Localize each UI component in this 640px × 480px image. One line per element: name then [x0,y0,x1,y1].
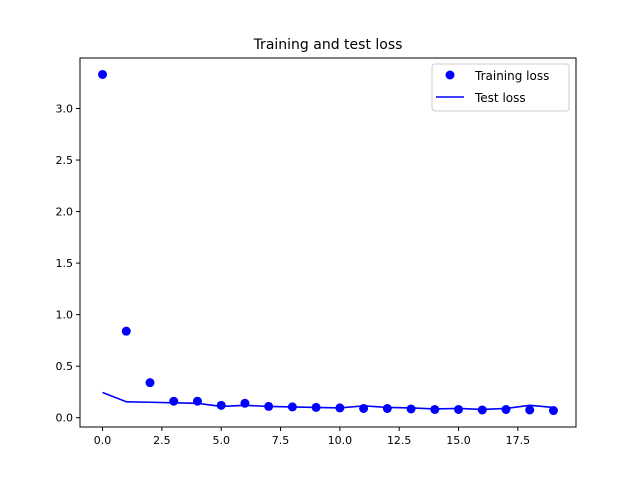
y-tick-label: 0.5 [56,360,74,373]
data-point-training-loss [525,405,535,415]
y-tick-label: 1.0 [56,309,74,322]
series-line-test-loss [102,391,554,411]
x-tick-label: 5.0 [212,434,230,447]
x-tick-label: 10.0 [328,434,353,447]
y-tick-label: 2.5 [56,154,74,167]
x-tick-label: 0.0 [94,434,112,447]
legend: Training loss Test loss [431,63,570,112]
y-tick-label: 2.0 [56,206,74,219]
x-tick-label: 12.5 [387,434,412,447]
data-point-training-loss [548,406,558,416]
legend-marker-training-loss [445,70,455,80]
data-point-training-loss [169,396,179,406]
data-point-training-loss [98,69,108,79]
data-point-training-loss [406,404,416,414]
data-point-training-loss [454,404,464,414]
x-tick-label: 15.0 [446,434,471,447]
data-point-training-loss [382,403,392,413]
plot-frame [79,57,577,428]
data-point-training-loss [145,378,155,388]
y-tick-label: 3.0 [56,103,74,116]
y-tick-label: 0.0 [56,412,74,425]
x-tick-label: 2.5 [153,434,171,447]
chart-title: Training and test loss [253,37,403,53]
data-point-training-loss [216,400,226,410]
y-tick-label: 1.5 [56,257,74,270]
legend-box [431,63,570,112]
data-point-training-loss [240,398,250,408]
data-point-training-loss [501,404,511,414]
x-tick-label: 7.5 [272,434,290,447]
data-point-training-loss [121,326,131,336]
legend-label-training-loss: Training loss [474,69,549,83]
x-tick-label: 17.5 [506,434,531,447]
legend-label-test-loss: Test loss [474,91,526,105]
